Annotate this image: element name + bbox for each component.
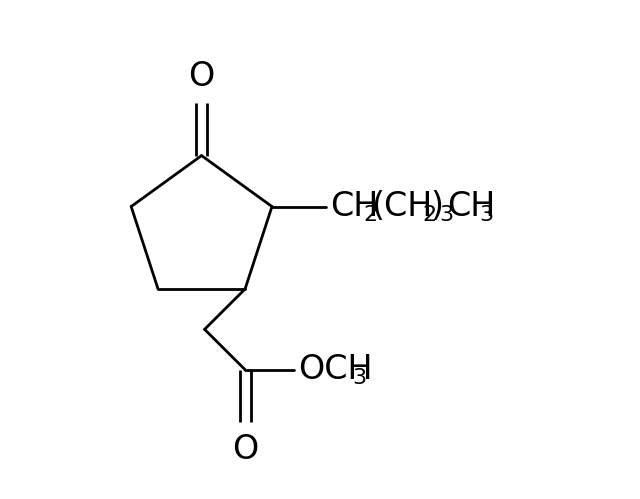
Text: 2: 2 bbox=[364, 205, 378, 225]
Text: OCH: OCH bbox=[298, 353, 373, 386]
Text: O: O bbox=[188, 60, 214, 93]
Text: CH: CH bbox=[447, 190, 495, 223]
Text: CH: CH bbox=[330, 190, 378, 223]
Text: O: O bbox=[232, 433, 258, 466]
Text: 3: 3 bbox=[480, 205, 494, 225]
Text: 2: 2 bbox=[422, 205, 436, 225]
Text: 3: 3 bbox=[439, 205, 453, 225]
Text: (CH: (CH bbox=[371, 190, 433, 223]
Text: 3: 3 bbox=[352, 368, 366, 388]
Text: ): ) bbox=[430, 190, 443, 223]
